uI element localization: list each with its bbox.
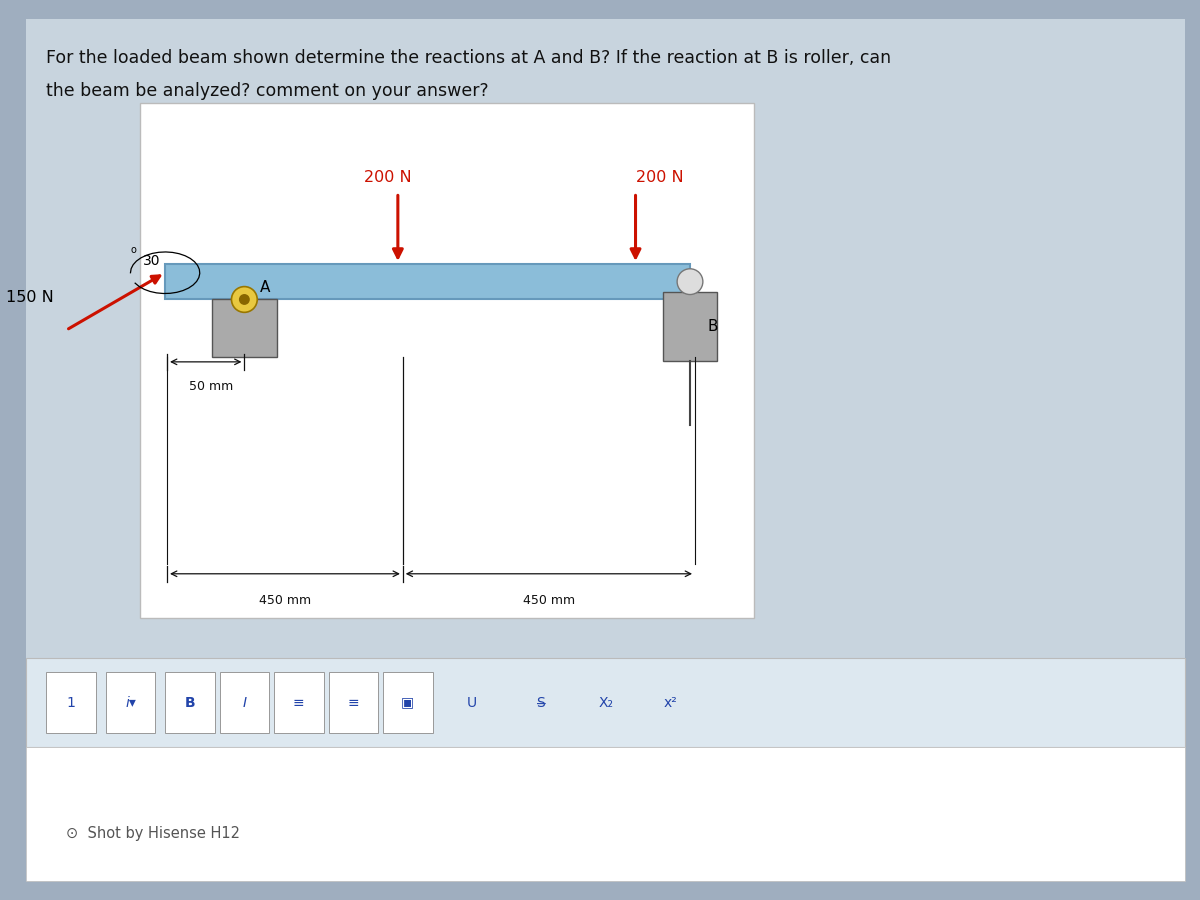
Text: 200 N: 200 N bbox=[636, 169, 684, 184]
Text: ≡: ≡ bbox=[348, 696, 359, 709]
Text: I: I bbox=[242, 696, 246, 709]
Bar bbox=[140, 104, 755, 618]
Circle shape bbox=[232, 286, 257, 312]
Text: 200 N: 200 N bbox=[364, 169, 412, 184]
Text: A: A bbox=[260, 280, 270, 294]
Bar bbox=[662, 292, 718, 361]
Text: ≡: ≡ bbox=[293, 696, 305, 709]
Bar bbox=[329, 671, 378, 733]
Text: For the loaded beam shown determine the reactions at A and B? If the reaction at: For the loaded beam shown determine the … bbox=[47, 49, 892, 67]
Bar bbox=[47, 671, 96, 733]
Bar bbox=[220, 671, 269, 733]
Bar bbox=[383, 671, 432, 733]
Bar bbox=[26, 747, 1186, 881]
Text: ⊙  Shot by Hisense H12: ⊙ Shot by Hisense H12 bbox=[66, 826, 240, 842]
Text: U: U bbox=[467, 696, 478, 709]
Bar bbox=[274, 671, 324, 733]
Circle shape bbox=[239, 294, 250, 305]
Bar bbox=[26, 658, 1186, 747]
Text: B: B bbox=[185, 696, 196, 709]
Text: 1: 1 bbox=[67, 696, 76, 709]
Text: S̶: S̶ bbox=[538, 696, 546, 709]
Bar bbox=[106, 671, 155, 733]
Text: x²: x² bbox=[664, 696, 677, 709]
Text: B: B bbox=[708, 319, 719, 334]
Text: ▣: ▣ bbox=[401, 696, 414, 709]
Text: 450 mm: 450 mm bbox=[259, 594, 311, 607]
Circle shape bbox=[677, 269, 703, 294]
Bar bbox=[166, 264, 690, 300]
Text: X₂: X₂ bbox=[599, 696, 613, 709]
Text: 150 N: 150 N bbox=[6, 291, 54, 305]
Bar bbox=[166, 671, 215, 733]
Text: the beam be analyzed? comment on your answer?: the beam be analyzed? comment on your an… bbox=[47, 82, 488, 100]
Text: i▾: i▾ bbox=[125, 696, 136, 709]
Text: 30: 30 bbox=[143, 254, 161, 268]
Text: 450 mm: 450 mm bbox=[523, 594, 575, 607]
Text: 50 mm: 50 mm bbox=[188, 380, 233, 392]
Text: o: o bbox=[131, 245, 137, 255]
Bar bbox=[212, 300, 276, 357]
